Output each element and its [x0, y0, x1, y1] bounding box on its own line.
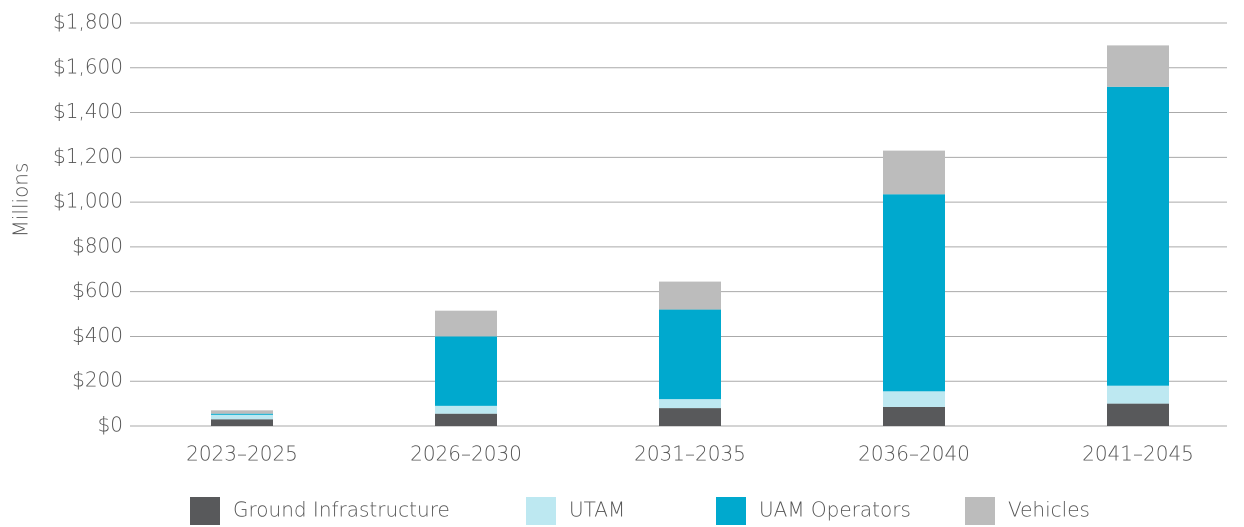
legend-swatch [965, 497, 995, 525]
y-tick-label: $1,600 [53, 54, 123, 78]
bar-segment [435, 336, 497, 406]
bar-segment [435, 405, 497, 414]
y-tick-label: $200 [72, 368, 123, 392]
bar-segment [659, 399, 721, 409]
bar-segment [659, 281, 721, 310]
legend-label: UAM Operators [759, 498, 911, 522]
y-tick-label: $1,400 [53, 99, 123, 123]
bar-segment [1107, 403, 1169, 426]
y-tick-label: $0 [98, 413, 123, 437]
legend-swatch [190, 497, 220, 525]
y-tick-label: $1,000 [53, 189, 123, 213]
y-tick-label: $1,800 [53, 10, 123, 34]
legend-label: UTAM [569, 498, 625, 522]
y-tick-label: $600 [72, 278, 123, 302]
legend-label: Ground Infrastructure [233, 498, 450, 522]
bar-segment [1107, 385, 1169, 404]
bar-segment [883, 406, 945, 426]
x-tick-label: 2026–2030 [410, 442, 522, 466]
bar-segment [1107, 86, 1169, 386]
bar-segment [1107, 45, 1169, 87]
bar-segment [211, 413, 273, 415]
bar-segment [211, 410, 273, 414]
y-tick-label: $800 [72, 233, 123, 257]
y-tick-label: $1,200 [53, 144, 123, 168]
bar-segment [435, 413, 497, 426]
bar-segment [435, 310, 497, 337]
x-tick-label: 2023–2025 [186, 442, 298, 466]
bar-segment [659, 309, 721, 400]
bar-segment [211, 419, 273, 426]
bar-segment [659, 408, 721, 426]
x-tick-label: 2031–2035 [634, 442, 746, 466]
bar-segment [883, 150, 945, 195]
x-tick-label: 2036–2040 [858, 442, 970, 466]
bar-segment [883, 194, 945, 392]
legend-label: Vehicles [1008, 498, 1090, 522]
legend-swatch [526, 497, 556, 525]
x-tick-label: 2041–2045 [1082, 442, 1194, 466]
bar-segment [883, 391, 945, 407]
y-axis-label: Millions [9, 163, 33, 238]
legend-swatch [716, 497, 746, 525]
bar-segment [211, 414, 273, 420]
y-tick-label: $400 [72, 323, 123, 347]
